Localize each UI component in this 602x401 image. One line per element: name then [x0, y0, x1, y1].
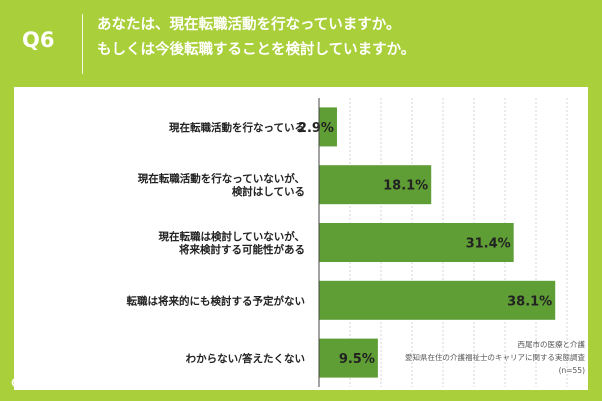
brand-logo: リサピー: [11, 374, 77, 393]
bar: [319, 280, 556, 320]
chart-panel: 2.9% 現在転職活動を行なっている 18.1% 現在転職活動を行なっていないが、 検討…: [14, 87, 588, 390]
category-label: 将来検討する可能性がある: [179, 243, 305, 256]
category-label: 現在転職活動を行なっていないが、: [138, 172, 305, 185]
search-magnifier-icon: [11, 377, 24, 390]
data-label: 38.1%: [507, 294, 552, 309]
bar: [319, 107, 337, 147]
category-label: 転職は将来的にも検討する予定がない: [127, 294, 306, 307]
bar-chart: 2.9%現在転職活動を行なっている 18.1% 現在転職活動を行なっていないが、検討…: [127, 98, 586, 387]
question-text: あなたは、現在転職活動を行なっていますか。 もしくは今後転職することを検討してい…: [97, 13, 415, 63]
question-line-2: もしくは今後転職することを検討していますか。: [97, 42, 416, 58]
logo-text: リサピー: [27, 377, 78, 392]
category-label: 現在転職活動を行なっている: [169, 121, 305, 134]
question-number: Q6: [22, 28, 55, 52]
source-note: 愛知県在住の介護福祉士のキャリアに関する実態調査: [405, 352, 585, 362]
data-label: 31.4%: [466, 237, 511, 252]
data-label: 2.9%: [298, 121, 334, 136]
question-line-1: あなたは、現在転職活動を行なっていますか。: [97, 17, 401, 33]
bar: [319, 338, 378, 378]
header-divider: [82, 14, 83, 74]
bar: [319, 223, 514, 262]
category-label: わからない/答えたくない: [186, 352, 305, 365]
category-label: 現在転職は検討していないが、: [159, 230, 305, 243]
data-label: 9.5%: [339, 352, 375, 367]
category-label: 検討はしている: [232, 185, 305, 198]
source-note: 西尾市の医療と介護: [518, 339, 586, 349]
bar: [319, 165, 432, 205]
source-note: (n=55): [559, 366, 586, 375]
data-label: 18.1%: [383, 179, 428, 194]
